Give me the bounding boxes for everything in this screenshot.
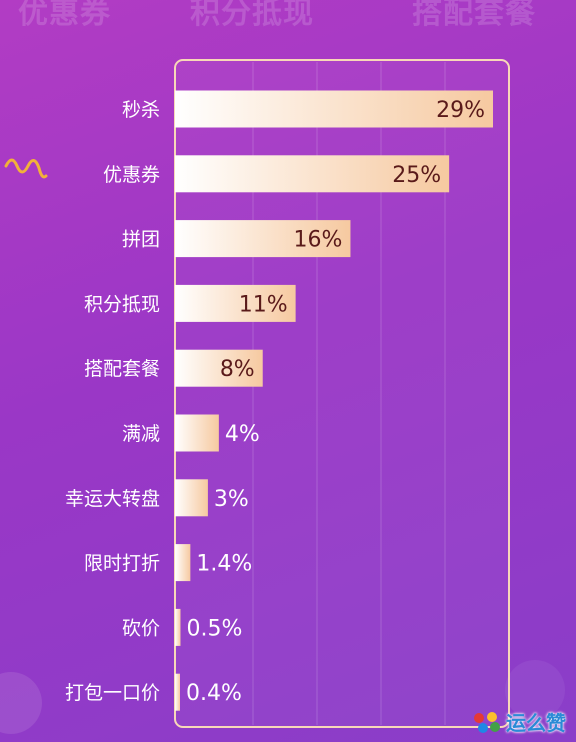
value-label: 8% — [220, 357, 255, 382]
bar — [175, 414, 219, 452]
category-label: 拼团 — [122, 229, 160, 251]
value-label: 3% — [214, 487, 249, 512]
value-label: 25% — [392, 163, 441, 188]
category-label: 打包一口价 — [65, 682, 160, 704]
category-label: 限时打折 — [84, 553, 160, 575]
value-label: 1.4% — [196, 552, 252, 577]
background-word: 优惠券 — [18, 0, 111, 31]
value-label: 0.5% — [186, 616, 242, 641]
value-label: 16% — [294, 228, 343, 253]
category-label: 搭配套餐 — [84, 358, 160, 380]
bar — [175, 155, 450, 193]
bar — [175, 673, 180, 711]
background-word: 搭配套餐 — [412, 0, 536, 31]
bar — [175, 349, 263, 387]
background-word: 积分抵现 — [190, 0, 314, 31]
brand-logo: 运么赞 — [472, 707, 566, 736]
bar — [175, 284, 296, 322]
category-label: 满减 — [122, 423, 160, 445]
category-label: 砍价 — [122, 617, 160, 639]
bar — [175, 220, 351, 258]
value-label: 0.4% — [186, 681, 242, 706]
value-label: 11% — [239, 292, 288, 317]
brand-mark-icon — [474, 711, 500, 733]
category-label: 幸运大转盘 — [65, 488, 160, 510]
bar — [175, 608, 181, 646]
category-label: 秒杀 — [122, 99, 160, 121]
category-label: 优惠券 — [103, 164, 160, 186]
bar — [175, 544, 191, 582]
value-label: 29% — [436, 98, 485, 123]
decorative-circle — [505, 660, 565, 720]
bar — [175, 90, 493, 128]
bar — [175, 479, 208, 517]
category-label: 积分抵现 — [84, 293, 160, 315]
squiggle-decoration — [4, 158, 48, 179]
brand-name: 运么赞 — [506, 711, 566, 735]
value-label: 4% — [225, 422, 260, 447]
